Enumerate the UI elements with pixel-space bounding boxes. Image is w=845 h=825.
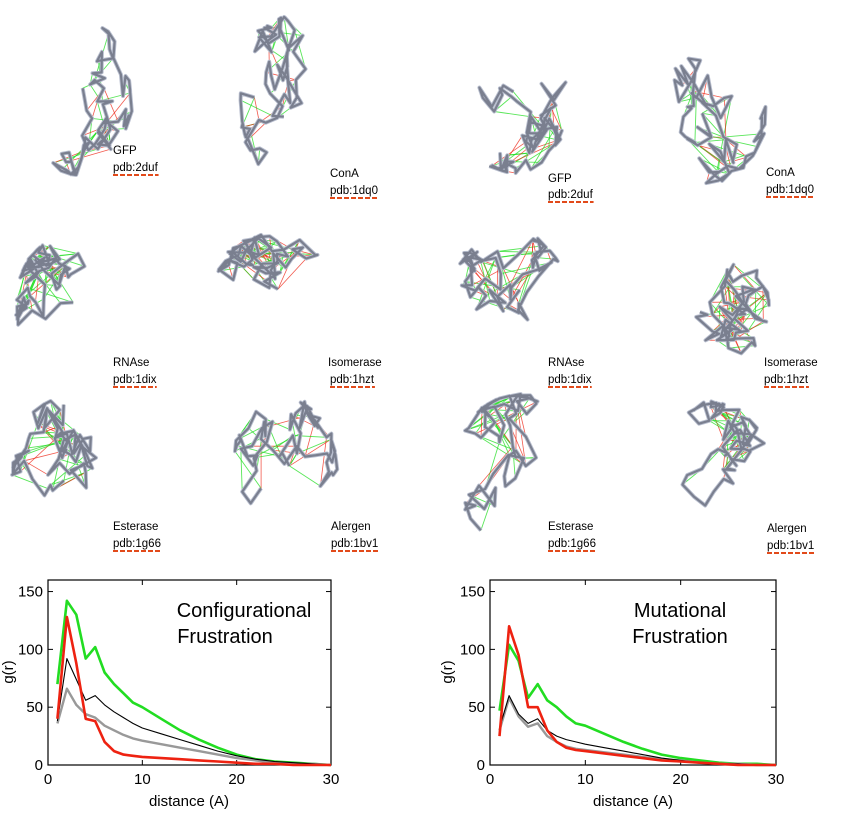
y-tick-label: 0 bbox=[35, 757, 43, 774]
protein-structure bbox=[683, 402, 765, 506]
y-tick-label: 150 bbox=[460, 584, 485, 601]
x-tick-label: 0 bbox=[44, 771, 52, 788]
protein-pdb-id: pdb:2duf bbox=[113, 162, 159, 174]
protein-pdb-id: pdb:1dix bbox=[113, 374, 157, 386]
x-tick-label: 30 bbox=[768, 771, 785, 788]
protein-structure bbox=[696, 265, 769, 354]
protein-structure bbox=[235, 402, 337, 504]
protein-structure bbox=[460, 239, 558, 320]
protein-name: RNAse bbox=[113, 357, 149, 369]
chart-title-line-2: Frustration bbox=[632, 626, 728, 648]
protein-labels-configurational: GFP pdb:2duf ConA pdb:1dq0 RNAse pdb:1di… bbox=[113, 145, 382, 551]
y-tick-label: 0 bbox=[477, 757, 485, 774]
y-tick-label: 50 bbox=[468, 699, 485, 716]
protein-name: GFP bbox=[113, 145, 137, 157]
minimal-contact bbox=[43, 245, 79, 253]
protein-name: ConA bbox=[766, 167, 795, 179]
configurational-frustration-chart: Configurational Frustration distance (A)… bbox=[0, 580, 339, 810]
protein-name: Isomerase bbox=[328, 357, 382, 369]
chart-title-line-1: Mutational bbox=[634, 600, 726, 622]
x-tick-label: 10 bbox=[577, 771, 594, 788]
minimal-contact bbox=[293, 436, 327, 438]
protein-structure bbox=[241, 17, 306, 164]
x-tick-label: 30 bbox=[323, 771, 340, 788]
protein-name: ConA bbox=[330, 168, 359, 180]
series-line-total bbox=[500, 698, 777, 765]
structure-grid bbox=[12, 17, 769, 530]
protein-pdb-id: pdb:2duf bbox=[548, 189, 594, 201]
protein-name: Alergen bbox=[767, 523, 807, 535]
minimal-contact bbox=[241, 100, 273, 116]
protein-structure bbox=[16, 245, 84, 324]
protein-name: RNAse bbox=[548, 357, 584, 369]
protein-pdb-id: pdb:1g66 bbox=[113, 538, 161, 550]
x-tick-label: 20 bbox=[672, 771, 689, 788]
series-line-neutral bbox=[500, 696, 777, 765]
y-axis-label: g(r) bbox=[439, 660, 456, 683]
x-tick-label: 0 bbox=[486, 771, 494, 788]
y-tick-label: 100 bbox=[460, 641, 485, 658]
backbone-trace bbox=[479, 82, 565, 173]
minimal-contact bbox=[494, 112, 531, 117]
protein-structure bbox=[12, 401, 96, 495]
y-tick-label: 100 bbox=[18, 641, 43, 658]
chart-title-line-2: Frustration bbox=[177, 626, 273, 648]
x-tick-label: 10 bbox=[134, 771, 151, 788]
backbone-shadow bbox=[683, 402, 765, 506]
x-axis-label: distance (A) bbox=[593, 793, 673, 810]
y-tick-label: 150 bbox=[18, 584, 43, 601]
protein-pdb-id: pdb:1bv1 bbox=[331, 538, 378, 550]
protein-name: Alergen bbox=[331, 521, 371, 533]
protein-pdb-id: pdb:1hzt bbox=[330, 374, 375, 386]
series-line-minimally-frustrated bbox=[500, 645, 777, 765]
mutational-frustration-chart: Mutational Frustration distance (A) g(r)… bbox=[439, 580, 784, 810]
x-axis-label: distance (A) bbox=[149, 793, 229, 810]
protein-labels-mutational: GFP pdb:2duf ConA pdb:1dq0 RNAse pdb:1di… bbox=[548, 167, 818, 553]
protein-structure bbox=[675, 59, 766, 184]
minimal-contact bbox=[289, 466, 320, 486]
backbone-shadow bbox=[235, 402, 337, 504]
protein-pdb-id: pdb:1dq0 bbox=[330, 185, 378, 197]
x-tick-label: 20 bbox=[228, 771, 245, 788]
protein-pdb-id: pdb:1bv1 bbox=[767, 540, 814, 552]
protein-name: GFP bbox=[548, 173, 572, 185]
protein-structure bbox=[465, 394, 537, 530]
minimal-contact bbox=[498, 251, 537, 252]
protein-name: Isomerase bbox=[764, 357, 818, 369]
protein-structure bbox=[479, 82, 565, 173]
protein-pdb-id: pdb:1dix bbox=[548, 374, 592, 386]
protein-name: Esterase bbox=[548, 521, 593, 533]
frustrated-contact bbox=[92, 102, 97, 119]
y-tick-label: 50 bbox=[26, 699, 43, 716]
protein-pdb-id: pdb:1g66 bbox=[548, 538, 596, 550]
minimal-contact bbox=[241, 449, 242, 492]
protein-pdb-id: pdb:1dq0 bbox=[766, 184, 814, 196]
protein-pdb-id: pdb:1hzt bbox=[764, 374, 809, 386]
protein-structure bbox=[219, 235, 318, 289]
protein-name: Esterase bbox=[113, 521, 158, 533]
y-axis-label: g(r) bbox=[0, 660, 17, 683]
chart-title-line-1: Configurational bbox=[177, 600, 312, 622]
backbone-trace bbox=[675, 59, 766, 184]
